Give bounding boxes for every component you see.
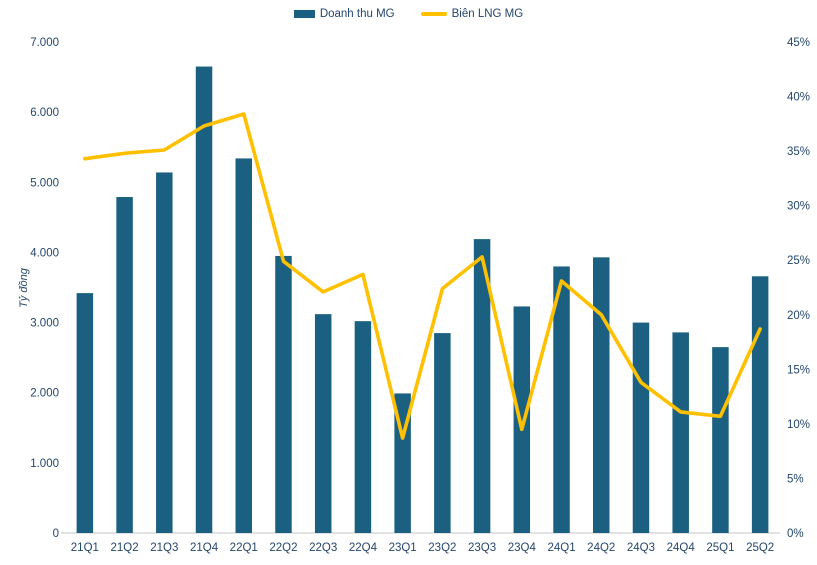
x-axis-category-label: 21Q3 <box>150 542 178 554</box>
right-axis-tick-label: 25% <box>787 255 810 267</box>
left-axis-tick-label: 3.000 <box>30 318 59 330</box>
x-axis-category-label: 21Q2 <box>111 542 139 554</box>
revenue-bar <box>156 172 173 534</box>
x-axis-category-label: 22Q2 <box>269 542 297 554</box>
x-axis-category-label: 25Q1 <box>706 542 734 554</box>
revenue-bar <box>275 255 292 533</box>
right-axis-tick-label: 45% <box>787 37 810 49</box>
x-axis-category-label: 24Q2 <box>587 542 615 554</box>
revenue-bar <box>632 322 650 533</box>
x-axis-category-label: 21Q1 <box>71 542 99 554</box>
right-axis-tick-label: 15% <box>787 364 810 376</box>
legend-item-doanh-thu: Doanh thu MG <box>293 8 395 20</box>
revenue-bar <box>434 333 451 533</box>
revenue-bar <box>593 257 610 533</box>
x-axis-category-label: 23Q4 <box>508 542 537 554</box>
x-axis-category-label: 22Q4 <box>349 542 378 554</box>
left-axis-tick-label: 7.000 <box>30 37 59 49</box>
left-axis-tick-label: 4.000 <box>30 247 59 259</box>
x-axis-category-label: 22Q3 <box>309 542 337 554</box>
left-axis-tick-label: 2.000 <box>30 388 59 400</box>
revenue-bar <box>513 306 531 533</box>
revenue-bar <box>751 276 769 533</box>
legend-label-doanh-thu: Doanh thu MG <box>319 8 395 20</box>
revenue-bar <box>76 293 94 533</box>
right-axis-tick-label: 35% <box>787 146 810 158</box>
revenue-bar <box>195 66 213 534</box>
line-series-swatch-icon <box>420 12 447 16</box>
x-axis-category-label: 23Q3 <box>468 542 496 554</box>
left-axis-title: Tỷ đồng <box>18 267 30 308</box>
x-axis-category-label: 24Q4 <box>667 542 696 554</box>
chart-legend: Doanh thu MG Biên LNG MG <box>0 8 817 20</box>
revenue-bar <box>712 347 729 533</box>
left-axis-tick-label: 1.000 <box>30 458 59 470</box>
x-axis-category-label: 24Q3 <box>627 542 655 554</box>
revenue-bar <box>473 239 491 533</box>
revenue-bar <box>314 314 332 533</box>
x-axis-category-label: 23Q2 <box>428 542 456 554</box>
left-axis-tick-label: 0 <box>53 528 59 540</box>
revenue-bar <box>553 266 570 533</box>
right-axis-tick-label: 0% <box>787 528 804 540</box>
legend-item-bien-lng: Biên LNG MG <box>420 8 524 20</box>
x-axis-category-label: 24Q1 <box>547 542 575 554</box>
right-axis-tick-label: 40% <box>787 92 810 104</box>
x-axis-category-label: 23Q1 <box>389 542 417 554</box>
x-axis-category-label: 21Q4 <box>190 542 219 554</box>
right-axis-tick-label: 20% <box>787 310 810 322</box>
left-axis-tick-label: 6.000 <box>30 107 59 119</box>
revenue-bar <box>354 321 372 533</box>
right-axis-tick-label: 30% <box>787 201 810 213</box>
right-axis-tick-label: 5% <box>787 473 804 485</box>
margin-line <box>83 112 762 440</box>
bar-series-swatch-icon <box>293 10 315 18</box>
legend-label-bien-lng: Biên LNG MG <box>451 8 524 20</box>
x-axis-category-label: 22Q1 <box>230 542 258 554</box>
revenue-bar <box>116 197 133 533</box>
revenue-bar <box>235 158 252 534</box>
left-axis-tick-label: 5.000 <box>30 177 59 189</box>
x-axis-category-label: 25Q2 <box>746 542 774 554</box>
right-axis-tick-label: 10% <box>787 419 810 431</box>
revenue-bar <box>672 332 689 533</box>
